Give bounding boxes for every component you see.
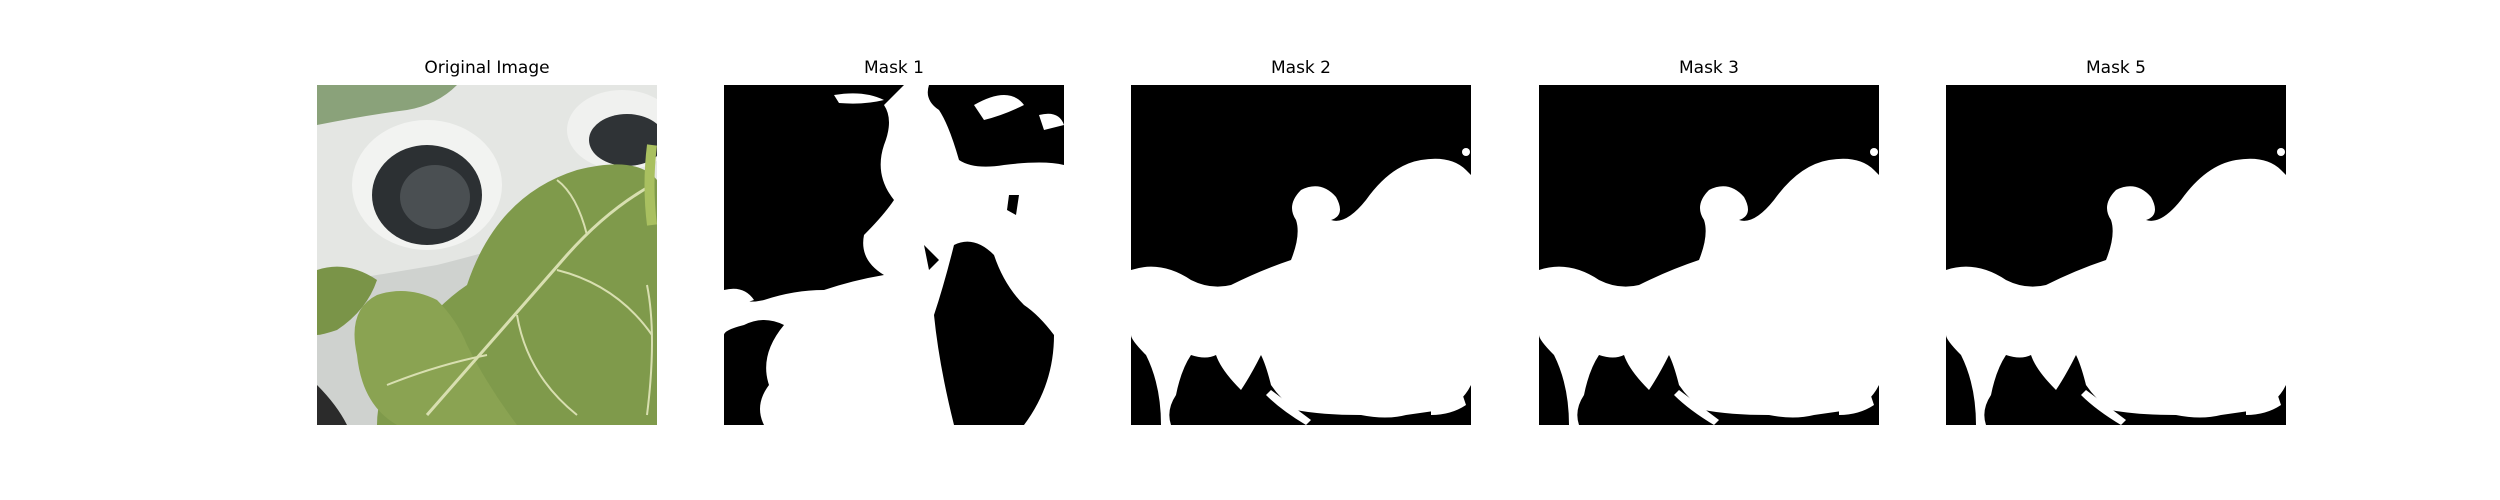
mask-image bbox=[1131, 85, 1471, 425]
panel-mask-2: Mask 2 bbox=[1131, 0, 1471, 500]
mask-image bbox=[724, 85, 1064, 425]
original-photo bbox=[317, 85, 657, 425]
panel-title: Original Image bbox=[424, 58, 550, 78]
panel-title: Mask 3 bbox=[1678, 58, 1739, 78]
panel-mask-3: Mask 3 bbox=[1539, 0, 1879, 500]
panel-title: Mask 5 bbox=[2085, 58, 2146, 78]
mask-image bbox=[1539, 85, 1879, 425]
mask-image bbox=[1946, 85, 2286, 425]
panel-title: Mask 1 bbox=[863, 58, 924, 78]
panel-mask-5: Mask 5 bbox=[1946, 0, 2286, 500]
panel-original: Original Image bbox=[317, 0, 657, 500]
panel-title: Mask 2 bbox=[1270, 58, 1331, 78]
panel-mask-1: Mask 1 bbox=[724, 0, 1064, 500]
